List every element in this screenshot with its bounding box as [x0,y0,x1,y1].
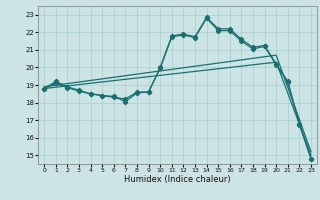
X-axis label: Humidex (Indice chaleur): Humidex (Indice chaleur) [124,175,231,184]
